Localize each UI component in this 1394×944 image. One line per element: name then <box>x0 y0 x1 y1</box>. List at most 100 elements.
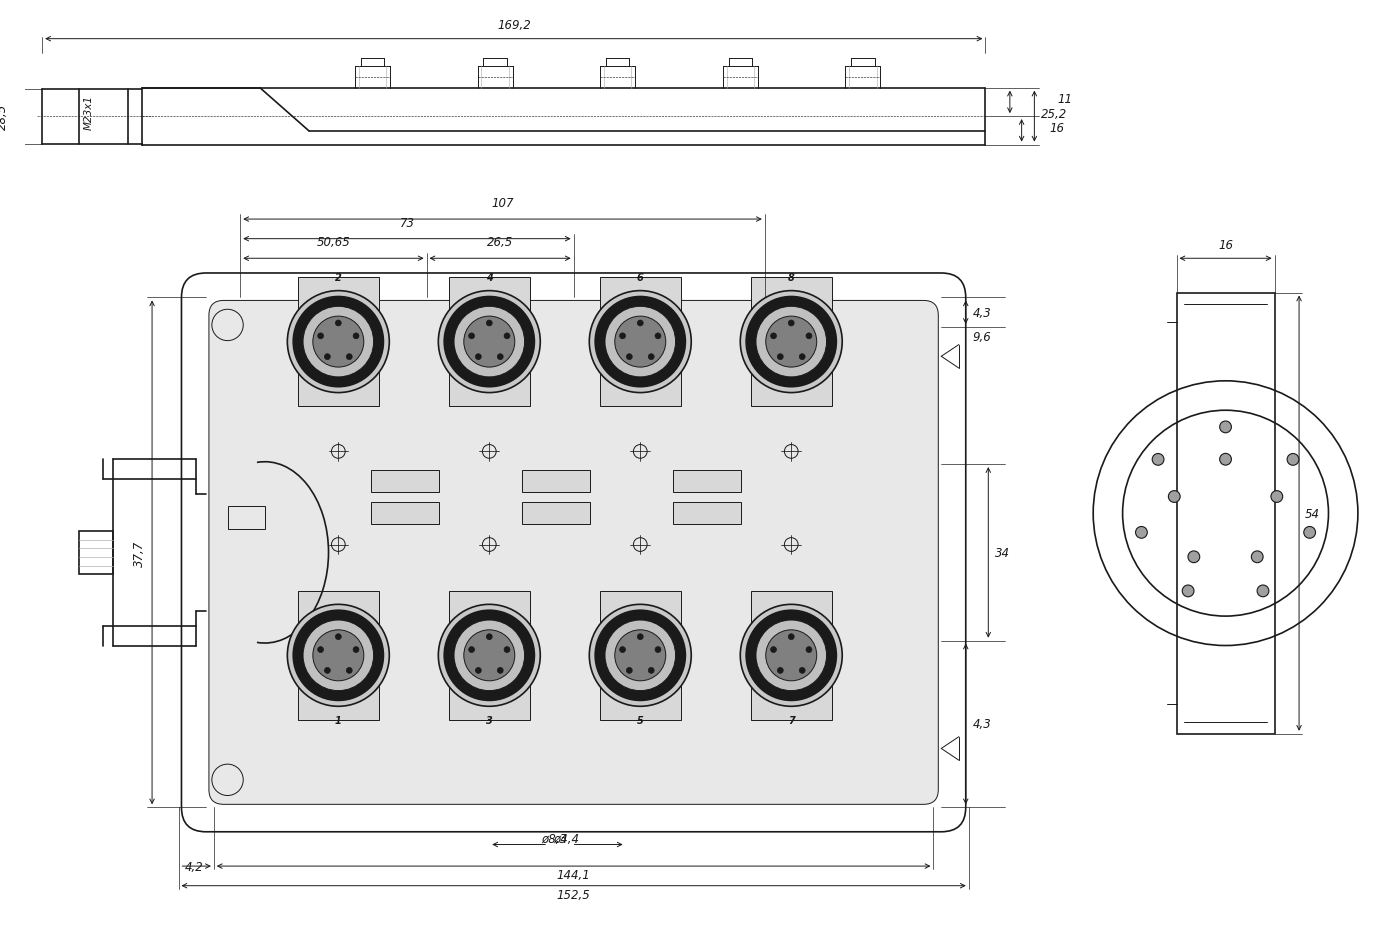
Text: 8: 8 <box>788 273 795 282</box>
Circle shape <box>445 297 534 387</box>
Circle shape <box>336 634 342 640</box>
Circle shape <box>1136 527 1147 539</box>
Text: 169,2: 169,2 <box>496 19 531 32</box>
Text: 152,5: 152,5 <box>556 887 591 901</box>
Circle shape <box>475 667 481 674</box>
Circle shape <box>605 307 676 378</box>
Text: 50,65: 50,65 <box>316 236 350 249</box>
Circle shape <box>619 647 626 653</box>
Text: 4,3: 4,3 <box>973 307 991 319</box>
Circle shape <box>740 292 842 393</box>
Circle shape <box>498 667 503 674</box>
Circle shape <box>778 354 783 361</box>
Circle shape <box>615 631 666 681</box>
Circle shape <box>454 307 524 378</box>
Bar <box>750 591 832 720</box>
Bar <box>371 470 439 492</box>
Text: 6: 6 <box>637 273 644 282</box>
Text: 4: 4 <box>487 273 492 282</box>
Circle shape <box>655 647 661 653</box>
Circle shape <box>302 307 374 378</box>
Circle shape <box>353 647 360 653</box>
Circle shape <box>498 354 503 361</box>
Text: 16: 16 <box>1218 239 1234 252</box>
Bar <box>298 278 379 407</box>
Text: 54: 54 <box>1305 507 1320 520</box>
Circle shape <box>595 297 686 387</box>
Circle shape <box>468 647 474 653</box>
Bar <box>78 531 113 574</box>
Circle shape <box>487 634 492 640</box>
Circle shape <box>778 667 783 674</box>
Circle shape <box>806 647 811 653</box>
Circle shape <box>648 354 654 361</box>
Circle shape <box>464 631 514 681</box>
Circle shape <box>302 620 374 691</box>
Text: 25,2: 25,2 <box>1041 108 1068 121</box>
Circle shape <box>1303 527 1316 539</box>
Circle shape <box>740 605 842 706</box>
Circle shape <box>1220 422 1231 433</box>
Text: 7: 7 <box>788 716 795 725</box>
Circle shape <box>353 333 360 340</box>
Circle shape <box>1168 491 1181 503</box>
Circle shape <box>487 321 492 327</box>
Text: 34: 34 <box>995 547 1011 559</box>
FancyBboxPatch shape <box>209 301 938 804</box>
Circle shape <box>293 297 383 387</box>
Circle shape <box>312 631 364 681</box>
Circle shape <box>1153 454 1164 465</box>
Circle shape <box>464 317 514 368</box>
Circle shape <box>637 321 643 327</box>
Text: 4,3: 4,3 <box>973 717 991 731</box>
Text: 144,1: 144,1 <box>556 868 591 881</box>
Circle shape <box>438 292 541 393</box>
Text: 4,2: 4,2 <box>185 860 204 872</box>
Circle shape <box>454 620 524 691</box>
Bar <box>599 278 680 407</box>
Bar <box>371 503 439 525</box>
Circle shape <box>1257 585 1269 598</box>
Text: 2: 2 <box>335 273 342 282</box>
Text: M23x1: M23x1 <box>84 94 93 129</box>
Circle shape <box>1252 551 1263 563</box>
Circle shape <box>318 647 323 653</box>
Text: ø8,3: ø8,3 <box>541 833 567 845</box>
Circle shape <box>475 354 481 361</box>
Circle shape <box>765 317 817 368</box>
Circle shape <box>655 333 661 340</box>
Circle shape <box>287 605 389 706</box>
Bar <box>521 503 590 525</box>
Bar <box>750 278 832 407</box>
Circle shape <box>605 620 676 691</box>
Circle shape <box>590 605 691 706</box>
Circle shape <box>1220 454 1231 465</box>
Circle shape <box>637 634 643 640</box>
Circle shape <box>788 634 795 640</box>
Circle shape <box>293 611 383 700</box>
Text: 11: 11 <box>1057 93 1072 107</box>
Bar <box>1177 294 1274 734</box>
Circle shape <box>788 321 795 327</box>
Circle shape <box>325 667 330 674</box>
Bar <box>298 591 379 720</box>
Text: 73: 73 <box>400 216 414 229</box>
Circle shape <box>806 333 811 340</box>
Circle shape <box>1271 491 1282 503</box>
Circle shape <box>1188 551 1200 563</box>
Text: 28,5: 28,5 <box>0 104 8 130</box>
Bar <box>449 591 530 720</box>
Circle shape <box>287 292 389 393</box>
Circle shape <box>1287 454 1299 465</box>
Text: 26,5: 26,5 <box>487 236 513 249</box>
Circle shape <box>505 647 510 653</box>
Circle shape <box>312 317 364 368</box>
Text: 107: 107 <box>491 197 514 210</box>
Circle shape <box>595 611 686 700</box>
Circle shape <box>771 333 776 340</box>
Text: 5: 5 <box>637 716 644 725</box>
Circle shape <box>756 307 827 378</box>
Circle shape <box>765 631 817 681</box>
Circle shape <box>756 620 827 691</box>
Text: 9,6: 9,6 <box>973 330 991 344</box>
